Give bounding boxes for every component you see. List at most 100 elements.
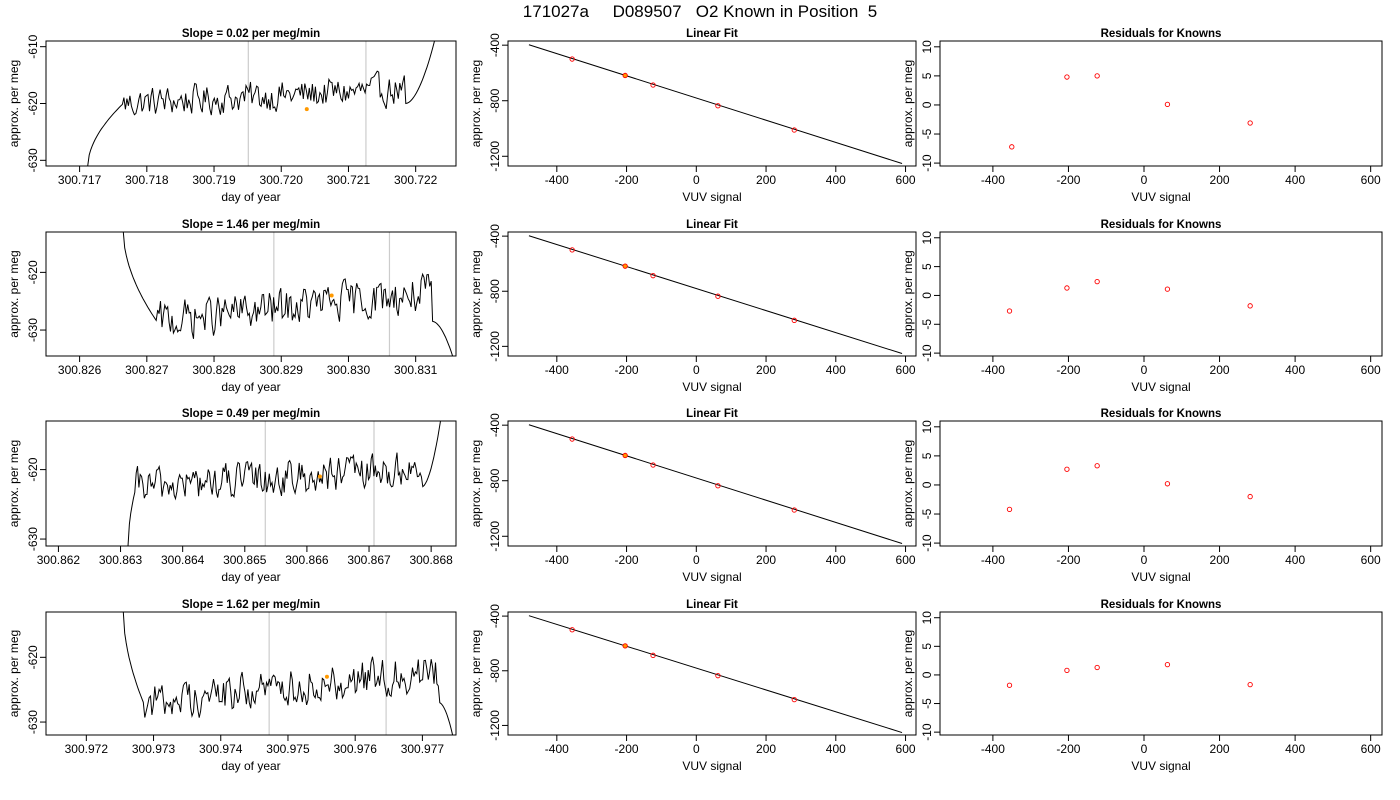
- x-tick-label: 300.975: [266, 742, 310, 756]
- data-trace: [122, 612, 454, 735]
- data-point: [715, 103, 721, 109]
- plot-area: [1006, 463, 1253, 513]
- x-tick-label: 400: [1285, 363, 1305, 377]
- y-axis-label: approx. per meg: [7, 440, 21, 527]
- data-point: [715, 483, 721, 489]
- panel-title: Linear Fit: [686, 28, 738, 40]
- x-tick-label: 200: [1210, 742, 1230, 756]
- x-tick-label: 300.976: [333, 742, 377, 756]
- x-tick-label: 600: [896, 742, 916, 756]
- data-point: [650, 273, 656, 279]
- y-tick-label: 0: [920, 101, 934, 108]
- x-tick-label: 300.826: [58, 363, 102, 377]
- x-tick-label: 400: [1285, 553, 1305, 567]
- panel-r4-c1: Slope = 1.62 per meg/min 300.972 300.973 30…: [7, 599, 457, 773]
- x-tick-label: 600: [1361, 173, 1381, 187]
- y-axis-label: approx. per meg: [901, 250, 915, 337]
- x-axis-label: VUV signal: [1131, 759, 1190, 773]
- y-tick-label: 5: [920, 72, 934, 79]
- x-tick-label: 600: [896, 363, 916, 377]
- x-axis-label: VUV signal: [682, 759, 741, 773]
- panel-title: Residuals for Knowns: [1101, 599, 1222, 611]
- x-axis-label: VUV signal: [1131, 380, 1190, 394]
- x-tick-label: -200: [615, 742, 639, 756]
- plot-frame: [45, 40, 457, 167]
- x-axis-label: VUV signal: [682, 190, 741, 204]
- data-point: [1006, 506, 1013, 513]
- panel-r3-c3: Residuals for Knowns -400 -200 0 200 400 600 10…: [901, 408, 1383, 584]
- data-trace: [127, 421, 441, 546]
- panel-title: Residuals for Knowns: [1101, 28, 1222, 40]
- y-tick-label: -620: [26, 91, 40, 115]
- x-tick-label: -400: [981, 173, 1005, 187]
- plot-area: [528, 424, 903, 544]
- data-point: [1064, 74, 1070, 80]
- panel-r4-c2: Linear Fit -400 -200 0 200 400 600 -400 -800 -120…: [469, 599, 917, 773]
- x-tick-label: -200: [615, 553, 639, 567]
- x-tick-label: 300.718: [125, 173, 169, 187]
- panel-title: Linear Fit: [686, 599, 738, 611]
- data-point: [1094, 463, 1100, 469]
- highlight-point: [324, 674, 329, 679]
- plot-frame: [939, 420, 1383, 547]
- plot-frame: [45, 420, 457, 547]
- plot-area: [127, 421, 441, 546]
- x-tick-label: 400: [1285, 173, 1305, 187]
- highlight-point: [622, 263, 628, 269]
- y-tick-label: -620: [26, 260, 40, 284]
- y-tick-label: -400: [488, 604, 502, 628]
- x-tick-label: -200: [1056, 173, 1080, 187]
- data-point: [1247, 120, 1253, 126]
- x-tick-label: 300.974: [199, 742, 243, 756]
- x-tick-label: 200: [1210, 363, 1230, 377]
- y-tick-label: -1200: [488, 141, 502, 172]
- x-tick-label: 300.864: [161, 553, 205, 567]
- y-tick-label: -10: [920, 534, 934, 552]
- x-tick-label: -200: [1056, 553, 1080, 567]
- data-point: [1164, 101, 1171, 108]
- data-point: [791, 317, 797, 323]
- x-tick-label: 0: [693, 742, 700, 756]
- x-tick-label: 300.828: [192, 363, 236, 377]
- x-tick-label: 300.720: [260, 173, 304, 187]
- highlight-point: [622, 453, 628, 458]
- plot-area: [1006, 278, 1253, 314]
- x-tick-label: 0: [693, 553, 700, 567]
- x-axis-label: day of year: [221, 190, 280, 204]
- x-tick-label: 300.866: [285, 553, 329, 567]
- y-tick-label: -620: [26, 645, 40, 669]
- highlight-point: [622, 643, 628, 649]
- x-tick-label: 300.977: [401, 742, 445, 756]
- y-tick-label: -800: [488, 279, 502, 303]
- data-point: [622, 72, 628, 79]
- x-tick-label: 0: [1141, 742, 1148, 756]
- y-tick-label: -10: [920, 154, 934, 172]
- x-tick-label: 300.717: [58, 173, 102, 187]
- x-tick-label: 300.868: [409, 553, 453, 567]
- y-tick-label: -1200: [488, 331, 502, 362]
- x-tick-label: 0: [693, 363, 700, 377]
- y-tick-label: 5: [920, 452, 934, 459]
- panel-r1-c2: Linear Fit -400 -200 0 200 400 600 -400 -800 -120…: [469, 28, 917, 204]
- panel-r3-c2: Linear Fit -400 -200 0 200 400 600 -400 -800 -120…: [469, 408, 917, 584]
- x-tick-label: -200: [615, 173, 639, 187]
- panel-r1-c3: Residuals for Knowns -400 -200 0 200 400 600 10…: [901, 28, 1383, 204]
- x-tick-label: 300.972: [65, 742, 109, 756]
- y-tick-label: -400: [488, 224, 502, 248]
- y-tick-label: -5: [920, 698, 934, 709]
- x-axis-label: VUV signal: [1131, 190, 1190, 204]
- x-axis-label: VUV signal: [682, 570, 741, 584]
- y-tick-label: -400: [488, 413, 502, 437]
- data-point: [791, 507, 797, 513]
- x-tick-label: 200: [756, 173, 776, 187]
- data-point: [1094, 664, 1100, 671]
- plot-area: [528, 615, 903, 734]
- x-tick-label: 400: [826, 173, 846, 187]
- x-tick-label: 600: [1361, 363, 1381, 377]
- data-point: [1064, 667, 1070, 674]
- data-point: [569, 627, 575, 633]
- data-point: [1064, 285, 1070, 291]
- y-tick-label: -800: [488, 658, 502, 682]
- x-tick-label: 0: [1141, 173, 1148, 187]
